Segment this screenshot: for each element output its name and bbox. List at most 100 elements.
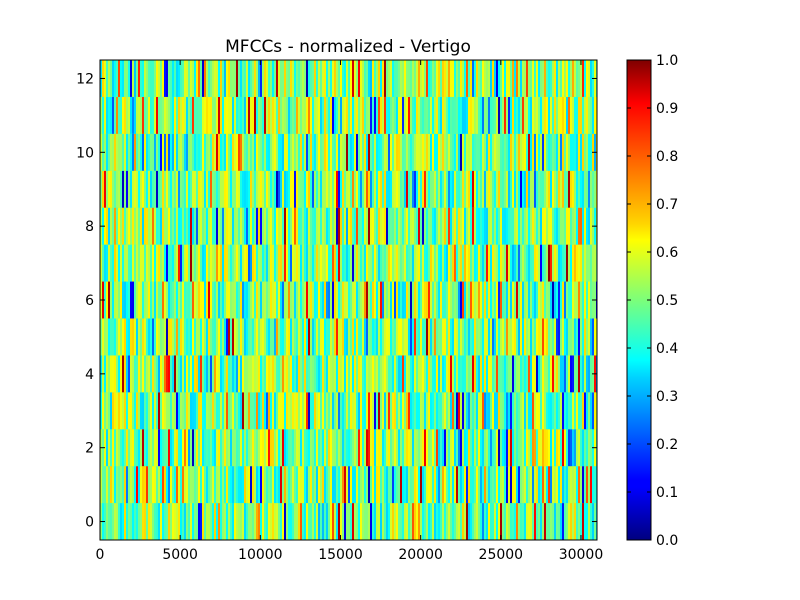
heatmap-cell — [274, 170, 277, 208]
heatmap-cell — [168, 318, 171, 356]
heatmap-cell — [592, 466, 595, 504]
heatmap-cell — [568, 244, 571, 282]
heatmap-cell — [408, 429, 411, 467]
heatmap-cell — [130, 133, 133, 171]
heatmap-cell — [144, 392, 147, 430]
heatmap-cell — [288, 170, 291, 208]
heatmap-cell — [524, 392, 527, 430]
heatmap-cell — [256, 503, 259, 540]
heatmap-cell — [328, 60, 331, 97]
heatmap-cell — [498, 281, 501, 319]
heatmap-cell — [172, 96, 175, 134]
heatmap-cell — [482, 355, 485, 393]
heatmap-cell — [280, 170, 283, 208]
heatmap-cell — [460, 207, 463, 245]
heatmap-cell — [192, 244, 195, 282]
heatmap-cell — [460, 392, 463, 430]
heatmap-cell — [376, 133, 379, 171]
heatmap-cell — [538, 503, 541, 540]
heatmap-cell — [150, 466, 153, 504]
heatmap-cell — [400, 96, 403, 134]
heatmap-cell — [594, 318, 597, 356]
heatmap-cell — [214, 355, 217, 393]
heatmap-cell — [410, 170, 413, 208]
heatmap-cell — [130, 429, 133, 467]
heatmap-cell — [326, 133, 329, 171]
heatmap-cell — [200, 429, 203, 467]
heatmap-cell — [378, 133, 381, 171]
heatmap-cell — [250, 60, 253, 97]
heatmap-cell — [498, 503, 501, 540]
heatmap-cell — [466, 96, 469, 134]
heatmap-cell — [158, 244, 161, 282]
heatmap-cell — [518, 318, 521, 356]
heatmap-cell — [186, 207, 189, 245]
heatmap-cell — [374, 207, 377, 245]
heatmap-cell — [322, 318, 325, 356]
heatmap-cell — [516, 244, 519, 282]
heatmap-cell — [330, 207, 333, 245]
heatmap-cell — [548, 96, 551, 134]
heatmap-cell — [324, 355, 327, 393]
heatmap-cell — [290, 96, 293, 134]
heatmap-cell — [222, 170, 225, 208]
heatmap-cell — [484, 281, 487, 319]
heatmap-cell — [154, 392, 157, 430]
heatmap-cell — [232, 244, 235, 282]
heatmap-cell — [164, 207, 167, 245]
heatmap-cell — [472, 392, 475, 430]
heatmap-cell — [154, 96, 157, 134]
heatmap-cell — [246, 466, 249, 504]
heatmap-cell — [562, 355, 565, 393]
heatmap-cell — [230, 318, 233, 356]
heatmap-cell — [324, 96, 327, 134]
heatmap-cell — [516, 503, 519, 540]
heatmap-cell — [262, 392, 265, 430]
heatmap-cell — [546, 429, 549, 467]
heatmap-cell — [150, 133, 153, 171]
heatmap-cell — [588, 318, 591, 356]
heatmap-cell — [310, 133, 313, 171]
heatmap-cell — [418, 244, 421, 282]
heatmap-cell — [484, 133, 487, 171]
heatmap-cell — [310, 207, 313, 245]
heatmap-cell — [186, 318, 189, 356]
heatmap-cell — [322, 133, 325, 171]
heatmap-cell — [180, 207, 183, 245]
heatmap-cell — [212, 60, 215, 97]
heatmap-cell — [110, 429, 113, 467]
heatmap-cell — [370, 281, 373, 319]
heatmap-cell — [576, 503, 579, 540]
heatmap-cell — [228, 133, 231, 171]
heatmap-cell — [436, 355, 439, 393]
heatmap-cell — [246, 60, 249, 97]
heatmap-cell — [178, 96, 181, 134]
heatmap-cell — [386, 318, 389, 356]
heatmap-cell — [572, 318, 575, 356]
heatmap-cell — [388, 466, 391, 504]
heatmap-cell — [560, 466, 563, 504]
heatmap-cell — [426, 244, 429, 282]
heatmap-cell — [394, 503, 397, 540]
heatmap-cell — [336, 60, 339, 97]
heatmap-cell — [326, 170, 329, 208]
heatmap-cell — [296, 355, 299, 393]
heatmap-cell — [534, 392, 537, 430]
heatmap-cell — [122, 244, 125, 282]
heatmap-cell — [280, 466, 283, 504]
heatmap-cell — [430, 133, 433, 171]
heatmap-cell — [146, 355, 149, 393]
heatmap-cell — [286, 96, 289, 134]
heatmap-cell — [458, 466, 461, 504]
heatmap-cell — [534, 281, 537, 319]
heatmap-cell — [346, 355, 349, 393]
heatmap-cell — [532, 244, 535, 282]
heatmap-cell — [340, 244, 343, 282]
heatmap-cell — [528, 355, 531, 393]
heatmap-cell — [376, 503, 379, 540]
heatmap-cell — [304, 207, 307, 245]
heatmap-cell — [240, 244, 243, 282]
heatmap-cell — [464, 503, 467, 540]
x-axis: 0 5000 10000 15000 20000 25000 30000 — [96, 60, 603, 563]
heatmap-cell — [570, 429, 573, 467]
